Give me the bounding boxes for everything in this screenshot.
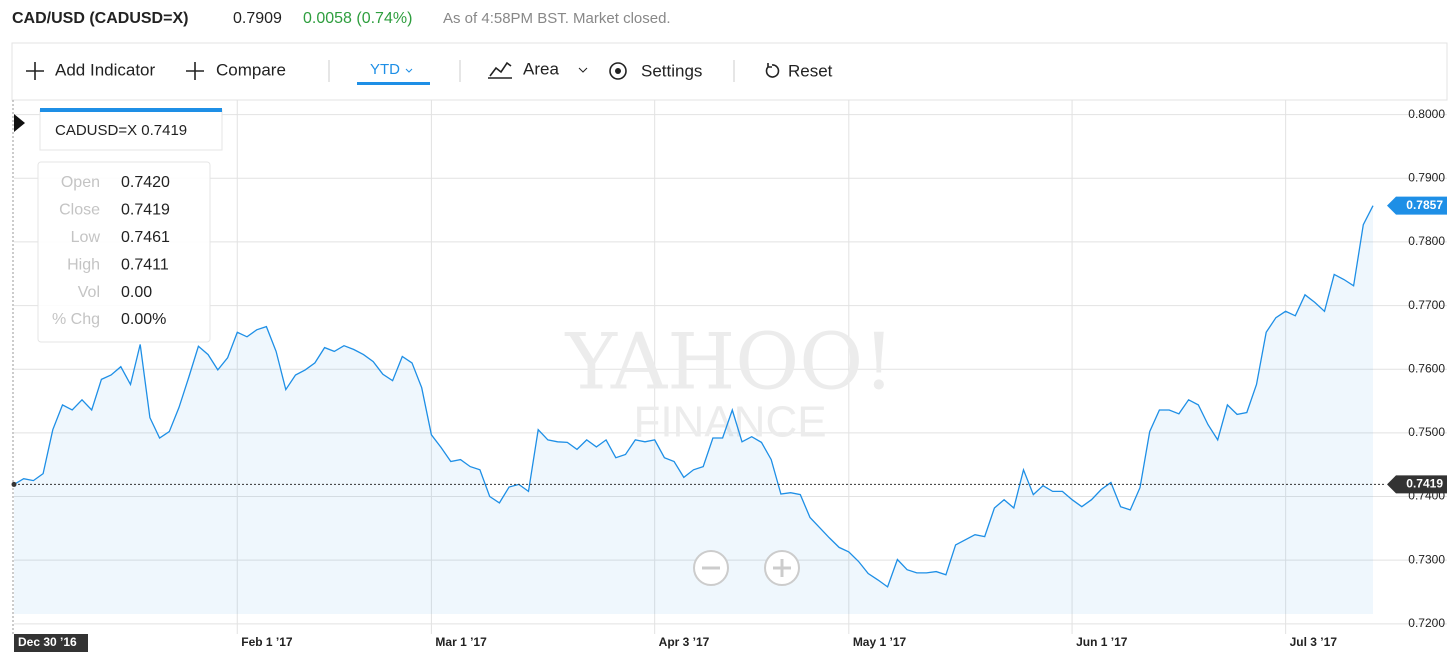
add-indicator-button[interactable]: Add Indicator <box>26 60 156 80</box>
plot: 0.7419 0.7857 <box>11 196 1447 614</box>
tooltip-row-value: 0.00% <box>121 311 166 328</box>
reference-badge <box>1387 475 1447 494</box>
tooltip-row-value: 0.7419 <box>121 202 170 219</box>
price-line <box>13 205 1374 588</box>
compare-label: Compare <box>216 60 286 79</box>
tooltip-row-value: 0.7461 <box>121 229 170 246</box>
reference-dot <box>11 481 17 487</box>
last-price-label: 0.7857 <box>1406 198 1443 212</box>
tooltip-row-label: % Chg <box>52 311 100 328</box>
y-tick-label: 0.8000 <box>1408 107 1445 121</box>
tooltip-row-label: Low <box>71 229 101 246</box>
tooltip-accent <box>40 108 222 112</box>
price: 0.7909 <box>233 10 282 27</box>
market-status: As of 4:58PM BST. Market closed. <box>443 10 671 27</box>
tooltip-title: CADUSD=X 0.7419 <box>55 122 187 139</box>
x-tick-label: Feb 1 ’17 <box>241 635 293 649</box>
y-tick-label: 0.7800 <box>1408 234 1445 248</box>
tooltip-header <box>39 109 223 151</box>
tooltip-box <box>37 161 211 343</box>
tooltip-row-label: Open <box>61 174 100 191</box>
x-tick-label: Mar 1 ’17 <box>435 635 487 649</box>
x-tick-label: Apr 3 ’17 <box>659 635 710 649</box>
tooltip-rows: Open 0.7420 Close 0.7419 Low 0.7461 High 0.7411… <box>52 174 170 328</box>
tooltip-row-label: Close <box>59 202 100 219</box>
zoom-in-button[interactable] <box>764 550 800 586</box>
range-button[interactable]: YTD <box>357 61 430 85</box>
symbol: CAD/USD (CADUSD=X) <box>12 10 188 27</box>
compare-button[interactable]: Compare <box>186 60 286 80</box>
x-tick-label: Jun 1 ’17 <box>1076 635 1128 649</box>
y-tick-label: 0.7900 <box>1408 170 1445 184</box>
tooltip-row-label: Vol <box>78 284 100 301</box>
add-indicator-label: Add Indicator <box>55 60 156 79</box>
y-tick-label: 0.7600 <box>1408 361 1445 375</box>
chart-type-label: Area <box>523 59 559 78</box>
range-underline <box>357 82 430 85</box>
area-icon <box>488 61 512 79</box>
y-tick-label: 0.7500 <box>1408 425 1445 439</box>
settings-label: Settings <box>641 61 702 80</box>
toolbar <box>11 42 1448 101</box>
reset-button[interactable]: Reset <box>765 61 833 80</box>
gear-icon <box>609 62 627 80</box>
x-label-badge <box>14 634 88 652</box>
plus-icon <box>186 62 204 80</box>
range-label: YTD <box>370 61 400 78</box>
chevron <box>578 67 588 73</box>
chevron <box>405 68 413 73</box>
x-tick-label: Jul 3 ’17 <box>1290 635 1338 649</box>
area-fill <box>14 205 1373 614</box>
grid: 0.72000.73000.74000.75000.76000.77000.78… <box>14 100 1447 652</box>
tooltip-row-value: 0.00 <box>121 284 152 301</box>
watermark: FINANCE <box>633 398 826 447</box>
gear-center <box>615 68 621 74</box>
tooltip-row-value: 0.7420 <box>121 174 170 191</box>
tooltip-row-label: High <box>67 256 100 273</box>
change: 0.0058 (0.74%) <box>303 10 412 27</box>
reference-label: 0.7419 <box>1406 477 1443 491</box>
y-tick-label: 0.7700 <box>1408 298 1445 312</box>
plus-icon <box>773 559 791 577</box>
plus-icon <box>26 62 44 80</box>
cursor-pointer <box>14 114 25 132</box>
y-tick-label: 0.7300 <box>1408 552 1445 566</box>
reset-icon <box>765 63 780 78</box>
x-tick-label: May 1 ’17 <box>853 635 907 649</box>
settings-button[interactable]: Settings <box>609 61 702 80</box>
reset-label: Reset <box>788 61 833 80</box>
tooltip-row-value: 0.7411 <box>121 256 169 273</box>
zoom-out-button[interactable] <box>693 550 729 586</box>
y-tick-label: 0.7200 <box>1408 616 1445 630</box>
last-price-badge <box>1387 196 1447 215</box>
x-tick-label: Dec 30 ’16 <box>18 635 77 649</box>
chart-type-button[interactable]: Area <box>488 59 588 79</box>
watermark: YAHOO! <box>564 318 894 408</box>
